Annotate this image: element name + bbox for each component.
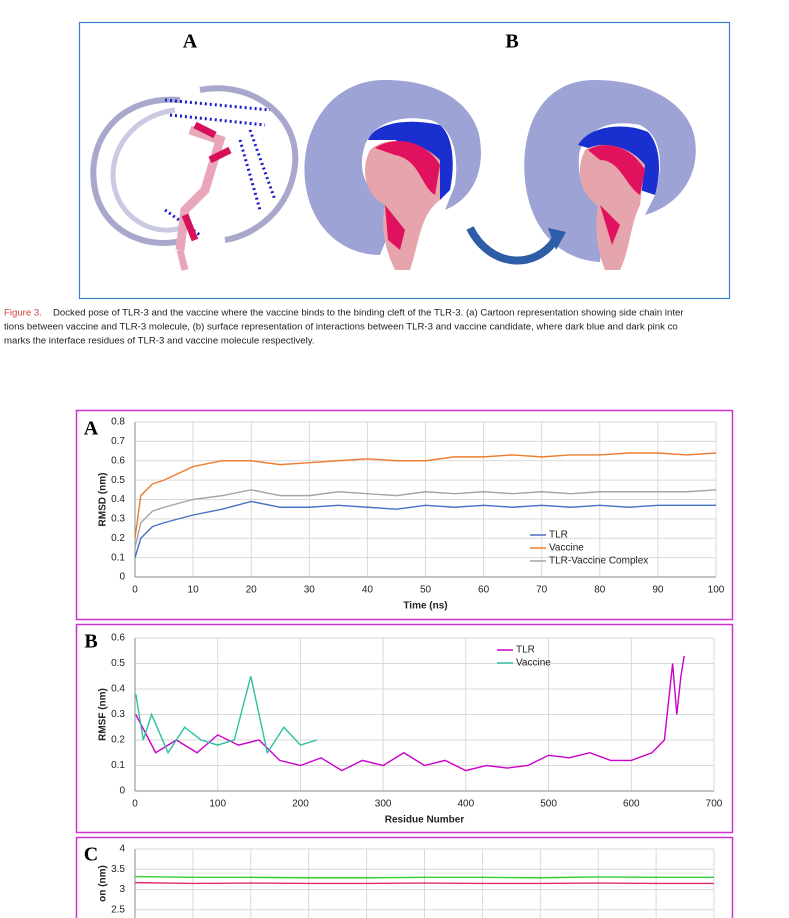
caption-line: Docked pose of TLR-3 and the vaccine whe…: [53, 308, 684, 319]
y-axis-label: RMSF (nm): [98, 688, 109, 741]
x-tick-label: 0: [132, 799, 138, 810]
panel-frame: [75, 409, 734, 621]
caption-line: marks the interface residues of TLR-3 an…: [4, 336, 315, 347]
x-tick-label: 100: [209, 799, 226, 810]
fig3-label: A: [183, 31, 198, 53]
x-tick-label: 90: [652, 585, 664, 596]
x-tick-label: 600: [623, 799, 640, 810]
panel-label: B: [84, 631, 97, 653]
y-tick-label: 0.7: [111, 436, 125, 447]
y-tick-label: 0.2: [111, 735, 125, 746]
x-tick-label: 100: [708, 585, 725, 596]
y-tick-label: 0.3: [111, 709, 125, 720]
legend-label: TLR-Vaccine Complex: [549, 556, 648, 567]
y-tick-label: 0.6: [111, 633, 125, 644]
series-line: [134, 875, 714, 879]
y-tick-label: 3.5: [111, 864, 125, 875]
x-axis-label: Time (ns): [403, 601, 447, 612]
x-tick-label: 0: [132, 585, 138, 596]
x-tick-label: 10: [188, 585, 200, 596]
y-tick-label: 0.2: [111, 533, 125, 544]
series-line: [134, 452, 717, 539]
x-tick-label: 30: [304, 585, 316, 596]
x-tick-label: 300: [375, 799, 392, 810]
x-tick-label: 200: [292, 799, 309, 810]
y-tick-label: 0.5: [111, 475, 125, 486]
x-tick-label: 40: [362, 585, 374, 596]
legend-label: Vaccine: [516, 658, 551, 669]
legend-label: Vaccine: [549, 543, 584, 554]
y-tick-label: 0.1: [111, 552, 125, 563]
y-tick-label: 0.8: [111, 417, 125, 428]
surface-structure: [304, 80, 696, 270]
y-tick-label: 0.5: [111, 658, 125, 669]
panel-label: A: [84, 418, 99, 440]
series-line: [135, 655, 685, 772]
x-tick-label: 700: [706, 799, 723, 810]
panel-frame: [75, 623, 734, 834]
panel-frame: [75, 836, 734, 918]
y-tick-label: 0.6: [111, 455, 125, 466]
x-tick-label: 70: [536, 585, 548, 596]
y-tick-label: 3: [119, 884, 125, 895]
y-tick-label: 0: [119, 572, 125, 583]
legend-label: TLR: [549, 530, 568, 541]
y-tick-label: 0: [119, 786, 125, 797]
x-tick-label: 500: [540, 799, 557, 810]
series-line: [134, 489, 717, 549]
x-tick-label: 400: [458, 799, 475, 810]
panel-label: C: [84, 844, 98, 866]
caption-label: Figure 3.: [4, 308, 42, 319]
x-tick-label: 80: [594, 585, 606, 596]
y-tick-label: 0.4: [111, 684, 125, 695]
series-line: [134, 500, 716, 558]
y-tick-label: 0.1: [111, 760, 125, 771]
y-tick-label: 4: [119, 844, 125, 855]
series-line: [135, 676, 318, 755]
y-tick-label: 0.4: [111, 494, 125, 505]
cartoon-structure: [90, 85, 299, 271]
x-tick-label: 20: [246, 585, 258, 596]
y-axis-label: on (nm): [98, 865, 109, 902]
x-axis-label: Residue Number: [385, 815, 465, 826]
fig3-label: B: [505, 31, 518, 53]
x-tick-label: 50: [420, 585, 432, 596]
y-axis-label: RMSD (nm): [98, 473, 109, 527]
series-line: [134, 881, 714, 885]
caption-line: tions between vaccine and TLR-3 molecule…: [4, 322, 678, 333]
y-tick-label: 2.5: [111, 904, 125, 915]
legend-label: TLR: [516, 645, 535, 656]
x-tick-label: 60: [478, 585, 490, 596]
y-tick-label: 0.3: [111, 514, 125, 525]
